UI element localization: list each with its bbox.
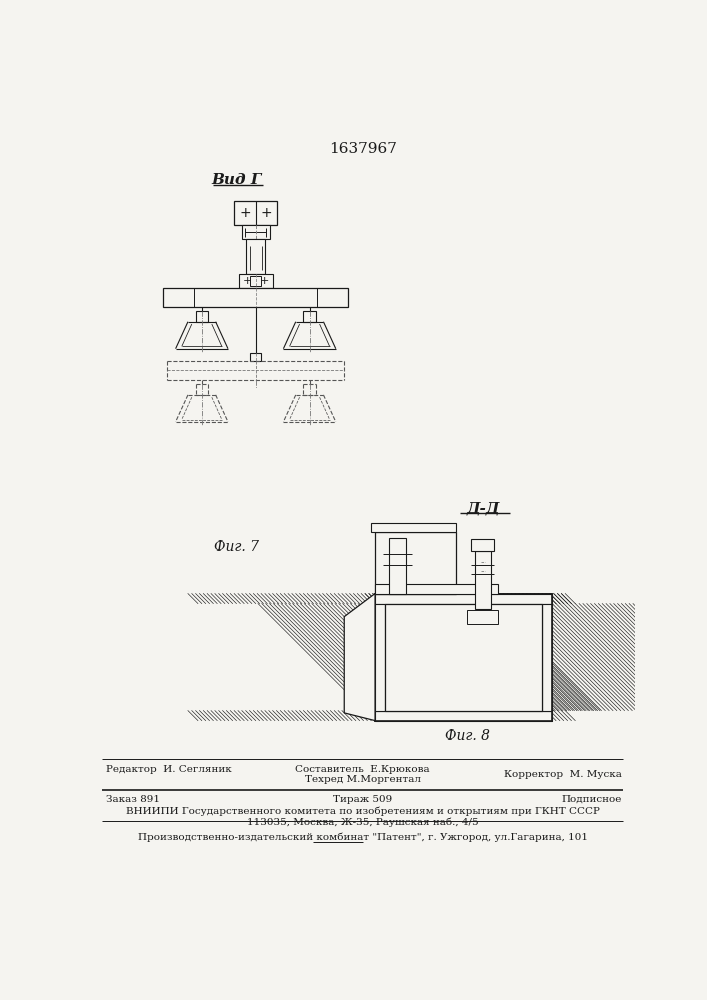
Text: +: + [259, 276, 269, 286]
Bar [375, 604, 385, 711]
Bar [472, 539, 494, 551]
Bar [234, 201, 277, 225]
Text: 113035, Москва, Ж-35, Раушская наб., 4/5: 113035, Москва, Ж-35, Раушская наб., 4/5 [247, 817, 479, 827]
Bar [385, 604, 542, 711]
Text: Производственно-издательский комбинат "Патент", г. Ужгород, ул.Гагарина, 101: Производственно-издательский комбинат "П… [138, 833, 588, 842]
Text: Техред М.Моргентал: Техред М.Моргентал [305, 775, 421, 784]
Bar [247, 239, 265, 274]
Bar [467, 610, 498, 624]
Text: Вид Г: Вид Г [211, 173, 262, 187]
Bar [375, 594, 552, 721]
Text: Заказ 891: Заказ 891 [105, 795, 160, 804]
Bar [385, 604, 542, 711]
Bar [375, 594, 552, 604]
Bar [542, 604, 552, 711]
Text: Фиг. 7: Фиг. 7 [214, 540, 259, 554]
Bar [250, 276, 261, 286]
Bar [242, 225, 269, 239]
Bar [250, 353, 261, 361]
Bar [375, 584, 498, 594]
Bar [375, 594, 552, 721]
Bar [239, 274, 273, 288]
Text: ВНИИПИ Государственного комитета по изобретениям и открытиям при ГКНТ СССР: ВНИИПИ Государственного комитета по изоб… [126, 807, 600, 816]
Bar [375, 594, 552, 604]
Text: +: + [239, 206, 251, 220]
Bar [163, 288, 348, 307]
Text: Фиг. 8: Фиг. 8 [445, 729, 490, 743]
Text: Составитель  Е.Крюкова: Составитель Е.Крюкова [296, 765, 430, 774]
Bar [303, 311, 316, 322]
Bar [475, 551, 491, 609]
Text: Тираж 509: Тираж 509 [333, 795, 392, 804]
Bar [375, 711, 552, 721]
Text: +: + [261, 206, 272, 220]
Bar [196, 311, 208, 322]
Text: 1637967: 1637967 [329, 142, 397, 156]
Bar [389, 538, 406, 594]
Polygon shape [344, 594, 375, 721]
Bar [375, 532, 456, 594]
Bar [542, 604, 552, 711]
Text: +: + [243, 276, 252, 286]
Text: Д-Д: Д-Д [466, 502, 500, 516]
Text: Подписное: Подписное [561, 795, 621, 804]
Text: Редактор  И. Сегляник: Редактор И. Сегляник [105, 765, 231, 774]
Bar [375, 604, 385, 711]
Bar [375, 711, 552, 721]
Bar [371, 523, 456, 532]
Text: Корректор  М. Муска: Корректор М. Муска [503, 770, 621, 779]
